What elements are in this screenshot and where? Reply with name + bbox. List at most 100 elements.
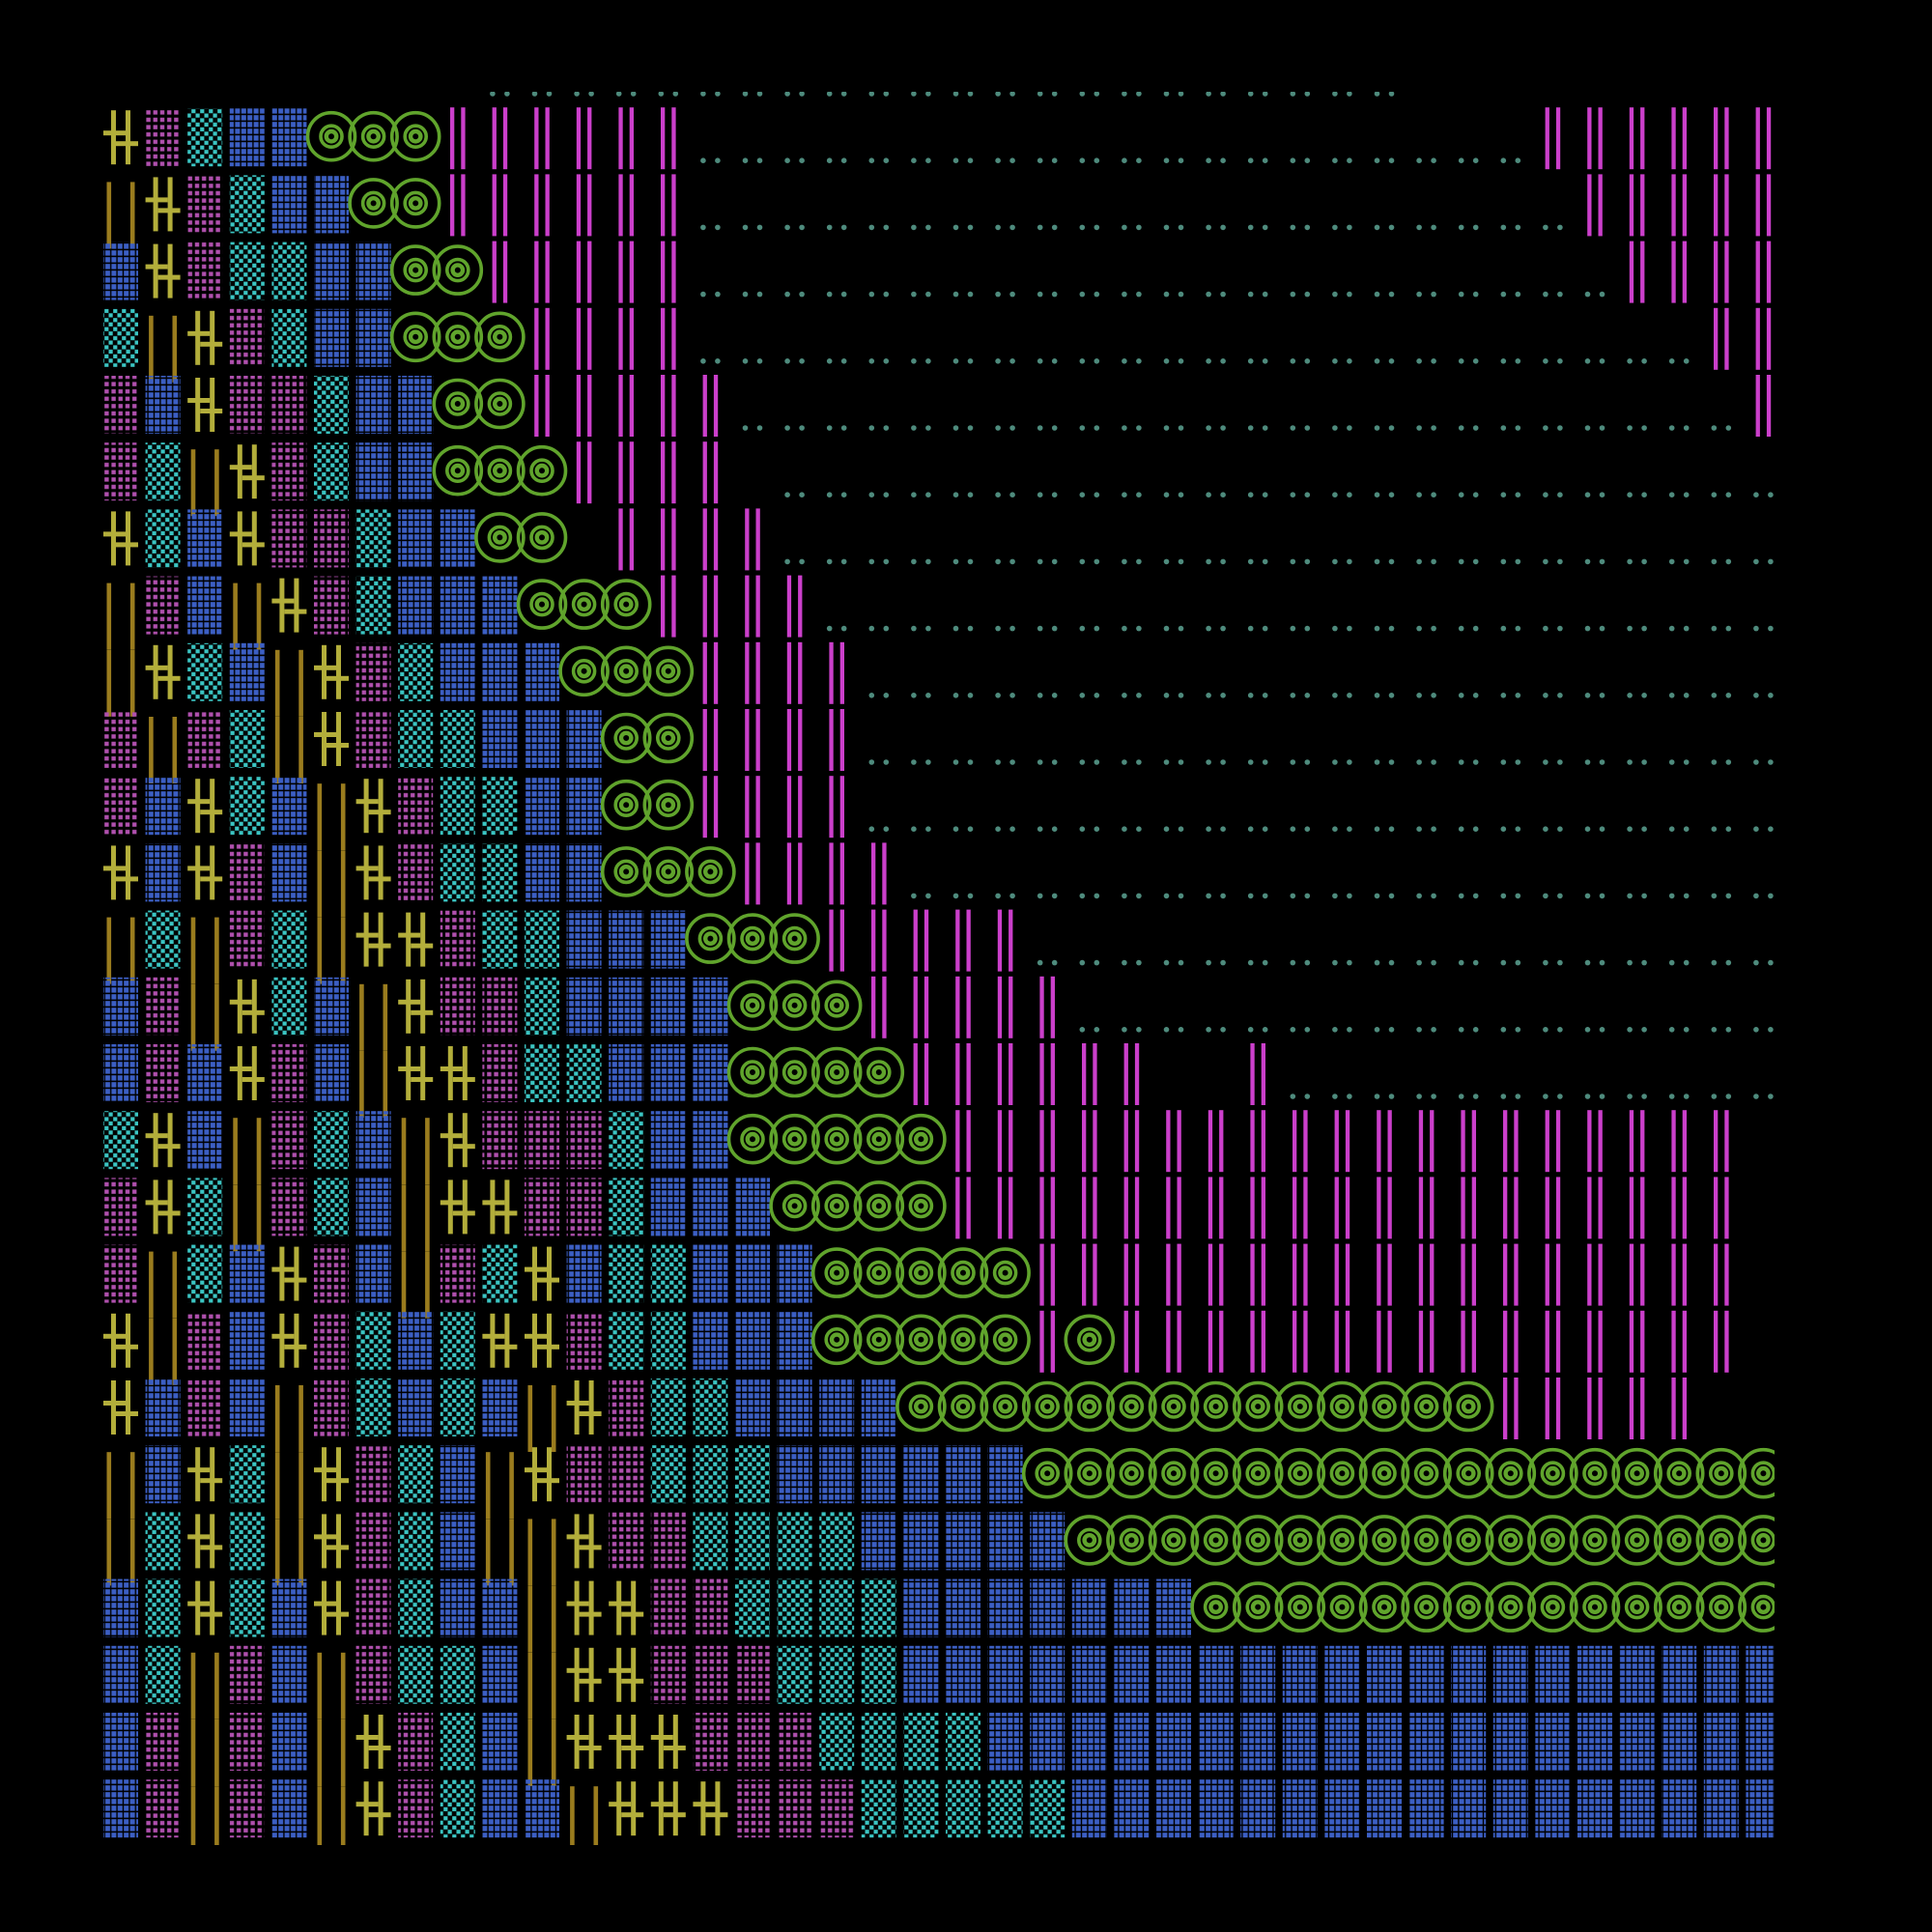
pink-double-line-glyph: [1208, 1243, 1224, 1306]
concentric-rings-glyph: [1232, 1515, 1284, 1566]
double-cross-glyph: [314, 644, 349, 699]
blue-dotted-rect-glyph: [693, 1244, 728, 1303]
concentric-rings-glyph: [1358, 1380, 1410, 1433]
blue-dotted-rect-glyph: [1746, 1779, 1775, 1838]
dot-pair-glyph: [1374, 759, 1395, 765]
blue-dotted-rect-glyph: [187, 576, 223, 635]
blue-dotted-rect-glyph: [525, 642, 559, 701]
dot-pair-glyph: [1500, 759, 1521, 765]
dot-pair-glyph: [1500, 157, 1521, 163]
dot-pair-glyph: [1122, 291, 1142, 298]
concentric-rings-glyph: [348, 110, 399, 162]
dot-pair-glyph: [995, 693, 1015, 698]
dot-pair-glyph: [1290, 959, 1311, 966]
magenta-dotted-rect-glyph: [314, 1378, 349, 1436]
dot-pair-glyph: [1037, 224, 1058, 231]
blue-dotted-rect-glyph: [1619, 1645, 1655, 1704]
blue-dotted-rect-glyph: [355, 308, 391, 367]
concentric-rings-glyph: [1569, 1515, 1621, 1566]
concentric-rings-glyph: [853, 1247, 905, 1298]
dot-pair-glyph: [1037, 358, 1058, 364]
concentric-rings-glyph: [980, 1314, 1031, 1366]
teal-dotted-rect-glyph: [355, 509, 391, 568]
dot-pair-glyph: [911, 826, 931, 832]
concentric-rings-glyph: [558, 645, 610, 697]
pink-double-line-glyph: [786, 575, 803, 638]
blue-dotted-rect-glyph: [1071, 1645, 1107, 1704]
concentric-rings-glyph: [1317, 1515, 1368, 1566]
dot-pair-glyph: [784, 558, 805, 565]
concentric-rings-glyph: [895, 1247, 947, 1298]
dot-pair-glyph: [1584, 492, 1605, 497]
concentric-rings-glyph: [1527, 1515, 1578, 1566]
pink-double-line-glyph: [661, 241, 676, 303]
blue-dotted-rect-glyph: [903, 1512, 939, 1571]
pink-double-line-glyph: [450, 174, 466, 237]
pink-double-line-glyph: [661, 107, 676, 170]
pink-double-line-glyph: [1461, 1110, 1476, 1173]
concentric-rings-glyph: [1190, 1447, 1241, 1499]
pink-double-line-glyph: [1545, 1310, 1561, 1373]
dot-pair-glyph: [1206, 759, 1226, 765]
teal-dotted-rect-glyph: [440, 710, 475, 768]
blue-dotted-rect-glyph: [861, 1512, 896, 1571]
dot-pair-glyph: [1206, 358, 1226, 364]
dot-pair-glyph: [952, 291, 974, 298]
dot-pair-glyph: [1079, 959, 1100, 966]
blue-dotted-rect-glyph: [1408, 1645, 1444, 1704]
concentric-rings-glyph: [1695, 1581, 1747, 1633]
concentric-rings-glyph: [810, 1113, 863, 1165]
pink-double-line-glyph: [1671, 1310, 1687, 1373]
teal-dotted-rect-glyph: [440, 843, 475, 902]
blue-dotted-rect-glyph: [1114, 1779, 1150, 1838]
pink-double-line-glyph: [1418, 1110, 1435, 1173]
dot-pair-glyph: [1416, 1027, 1436, 1033]
pink-double-line-glyph: [1334, 1310, 1350, 1373]
double-cross-glyph: [187, 310, 223, 365]
pink-double-line-glyph: [661, 174, 676, 237]
concentric-rings-glyph: [1274, 1380, 1326, 1433]
pink-double-line-glyph: [1123, 1310, 1140, 1373]
blue-dotted-rect-glyph: [398, 576, 434, 635]
dot-pair-glyph: [952, 759, 974, 765]
pink-double-line-glyph: [1671, 1378, 1687, 1439]
blue-dotted-rect-glyph: [1198, 1713, 1234, 1771]
dot-pair-glyph: [1500, 959, 1521, 966]
dot-pair-glyph: [1122, 157, 1142, 163]
teal-dotted-rect-glyph: [903, 1779, 939, 1838]
glyph-row-3: [103, 241, 1772, 303]
magenta-dotted-rect-glyph: [271, 1178, 307, 1236]
dot-pair-glyph: [1543, 224, 1563, 231]
concentric-rings-glyph: [1021, 1380, 1073, 1433]
blue-dotted-rect-glyph: [1156, 1645, 1191, 1704]
pink-double-line-glyph: [1377, 1243, 1392, 1306]
teal-dotted-rect-glyph: [187, 642, 223, 701]
pink-double-line-glyph: [534, 107, 550, 170]
dot-pair-glyph: [868, 358, 890, 364]
dot-pair-glyph: [1627, 425, 1647, 431]
concentric-rings-glyph: [810, 980, 863, 1032]
dot-pair-glyph: [995, 625, 1015, 632]
glyph-row-5: [103, 375, 1772, 437]
concentric-rings-glyph: [432, 244, 484, 296]
pink-double-line-glyph: [745, 575, 760, 638]
dot-pair-glyph: [952, 92, 974, 97]
dot-pair-glyph: [1584, 1027, 1605, 1033]
pink-double-line-glyph: [913, 976, 929, 1038]
dot-pair-glyph: [868, 157, 890, 163]
dot-pair-glyph: [826, 425, 847, 431]
teal-dotted-rect-glyph: [187, 1178, 223, 1236]
pink-double-line-glyph: [745, 709, 760, 771]
pink-double-line-glyph: [1250, 1177, 1265, 1239]
teal-dotted-rect-glyph: [903, 1713, 939, 1771]
dot-pair-glyph: [1206, 1027, 1226, 1033]
blue-dotted-rect-glyph: [566, 977, 602, 1036]
glyph-row-21: [106, 1445, 1775, 1520]
blue-dotted-rect-glyph: [145, 1445, 181, 1504]
double-cross-glyph: [187, 845, 223, 900]
hanging-double-bar-glyph: [401, 1184, 430, 1252]
blue-dotted-rect-glyph: [1324, 1713, 1360, 1771]
dot-pair-glyph: [1668, 893, 1690, 899]
blue-dotted-rect-glyph: [650, 1178, 686, 1236]
dot-pair-glyph: [1206, 558, 1226, 565]
